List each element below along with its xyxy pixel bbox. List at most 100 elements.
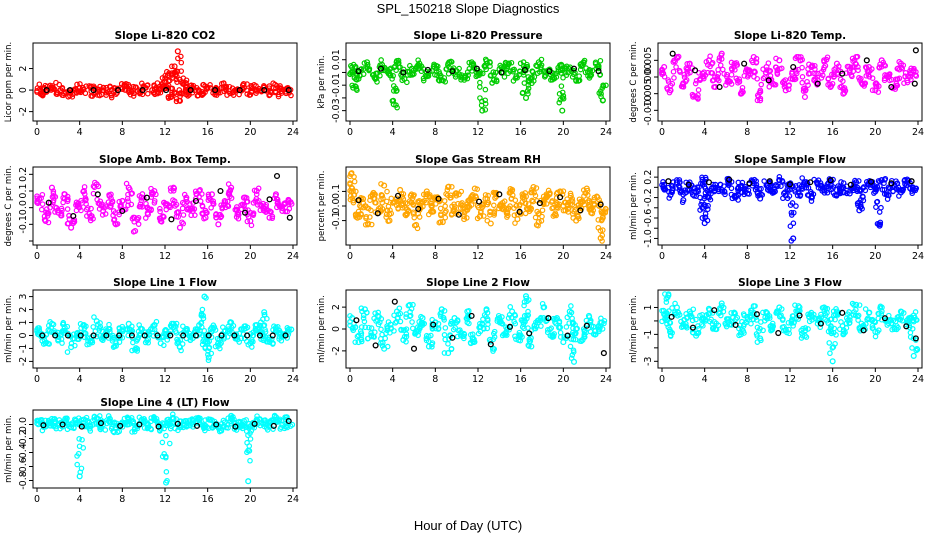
- data-point: [449, 184, 455, 190]
- data-point: [144, 211, 151, 218]
- data-point: [814, 77, 821, 84]
- data-point: [257, 322, 264, 329]
- data-point: [58, 210, 65, 217]
- data-point: [170, 187, 177, 194]
- data-point: [556, 99, 563, 106]
- data-point: [737, 184, 744, 191]
- data-point: [595, 68, 602, 75]
- data-point: [393, 88, 400, 94]
- x-tick-label: 16: [827, 251, 839, 262]
- data-point: [79, 84, 86, 91]
- data-point: [792, 55, 799, 62]
- data-point: [828, 83, 835, 89]
- data-point: [876, 222, 883, 229]
- data-point: [353, 86, 360, 92]
- data-point: [222, 204, 229, 211]
- data-point: [858, 80, 865, 86]
- panel-3: Slope Li-820 Temp.0 4 8 12 16 20 24-0.010-0.00…: [629, 30, 924, 138]
- data-point: [558, 61, 565, 68]
- data-point: [680, 84, 687, 90]
- x-tick-label: 0: [659, 127, 665, 138]
- data-point: [819, 72, 826, 79]
- data-point: [818, 182, 824, 189]
- data-point: [872, 87, 879, 94]
- data-point: [741, 191, 747, 198]
- data-point: [90, 324, 97, 330]
- data-point: [728, 65, 735, 72]
- data-point: [248, 88, 255, 95]
- x-tick-label: 4: [390, 127, 396, 138]
- data-point: [64, 349, 71, 355]
- y-tick-label: -0.2: [643, 188, 654, 207]
- data-point: [130, 339, 136, 346]
- data-point: [878, 57, 885, 64]
- data-point: [228, 319, 235, 326]
- data-point: [132, 227, 139, 235]
- data-point: [840, 184, 847, 191]
- x-tick-label: 20: [557, 374, 569, 385]
- data-point: [445, 341, 451, 347]
- data-point: [579, 62, 586, 68]
- x-tick-label: 12: [472, 251, 484, 262]
- x-tick-label: 12: [784, 374, 796, 385]
- y-tick-label: 3: [18, 294, 29, 300]
- data-point: [831, 73, 838, 80]
- data-point: [48, 320, 55, 327]
- data-point: [119, 197, 126, 205]
- data-point: [354, 214, 361, 221]
- data-point: [779, 177, 786, 184]
- data-point: [423, 188, 430, 195]
- data-point: [173, 98, 180, 105]
- data-point: [717, 62, 724, 69]
- data-point: [731, 60, 738, 67]
- data-point: [437, 205, 444, 212]
- data-point: [793, 203, 799, 209]
- data-point: [255, 85, 262, 93]
- data-point: [400, 69, 407, 76]
- data-point: [736, 78, 743, 85]
- data-point: [826, 340, 833, 346]
- data-point: [441, 331, 448, 338]
- data-point: [161, 78, 169, 85]
- data-point: [157, 217, 164, 225]
- x-tick-label: 12: [159, 127, 171, 138]
- data-point: [718, 186, 725, 193]
- y-tick-label: 2: [331, 304, 342, 310]
- data-point: [261, 87, 268, 94]
- y-axis-label: ml/min per min.: [4, 295, 14, 363]
- data-point: [514, 216, 521, 223]
- data-point: [382, 335, 389, 342]
- data-point: [358, 204, 364, 210]
- x-tick-label: 8: [432, 251, 438, 262]
- data-point: [228, 195, 235, 201]
- data-point: [176, 87, 183, 93]
- data-point: [364, 62, 371, 68]
- data-point: [112, 220, 118, 227]
- data-point: [67, 87, 74, 94]
- data-point: [103, 84, 110, 91]
- x-tick-label: 8: [744, 374, 750, 385]
- data-point: [801, 93, 808, 101]
- data-point: [144, 204, 151, 211]
- data-point: [511, 212, 518, 219]
- figure-title: SPL_150218 Slope Diagnostics: [377, 1, 560, 16]
- data-point: [724, 71, 730, 78]
- data-point: [490, 77, 498, 84]
- data-point: [438, 77, 445, 84]
- data-point: [108, 203, 114, 209]
- data-point: [201, 327, 208, 334]
- data-point: [543, 69, 550, 76]
- y-tick-label: 2: [18, 66, 29, 72]
- data-point: [225, 323, 232, 330]
- data-point: [115, 87, 122, 94]
- data-point: [136, 203, 143, 210]
- y-tick-label: -0.005: [643, 78, 654, 109]
- x-tick-label: 20: [557, 127, 569, 138]
- data-point: [532, 192, 539, 199]
- data-point: [876, 209, 883, 215]
- data-point: [244, 218, 251, 225]
- data-point: [773, 182, 779, 188]
- x-tick-label: 4: [77, 127, 83, 138]
- data-point: [703, 203, 709, 210]
- data-point: [683, 77, 690, 83]
